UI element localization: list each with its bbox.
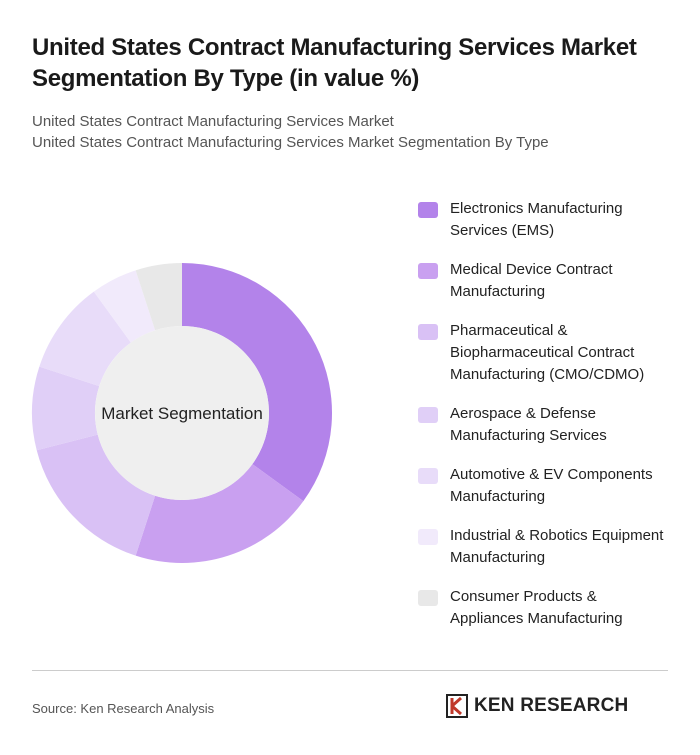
legend-label: Consumer Products & Appliances Manufactu… — [450, 588, 623, 627]
logo: KEN RESEARCH — [446, 694, 628, 718]
donut-slice — [32, 366, 100, 451]
donut-slice — [182, 263, 332, 502]
chart-title: United States Contract Manufacturing Ser… — [32, 34, 637, 92]
subtitle: United States Contract Manufacturing Ser… — [32, 134, 549, 151]
legend-swatch — [418, 202, 438, 218]
legend-label: Medical Device Contract Manufacturing — [450, 261, 613, 300]
legend-swatch — [418, 407, 438, 423]
legend-item: Automotive & EV Components Manufacturing — [418, 464, 678, 508]
donut-slice — [93, 270, 156, 343]
donut-slice — [36, 434, 156, 556]
legend-item: Medical Device Contract Manufacturing — [418, 259, 678, 303]
donut-slice — [135, 464, 304, 563]
donut-slice — [135, 263, 182, 331]
legend-label: Aerospace & Defense Manufacturing Servic… — [450, 405, 607, 444]
source: Source: Ken Research Analysis — [32, 701, 215, 716]
logo-text: KEN RESEARCH — [474, 695, 629, 716]
donut-hole — [95, 326, 269, 500]
center-label: Market Segmentation — [101, 404, 263, 423]
legend-item: Aerospace & Defense Manufacturing Servic… — [418, 403, 678, 447]
donut-slice — [39, 291, 131, 387]
divider — [32, 670, 668, 671]
legend: Electronics Manufacturing Services (EMS)… — [418, 198, 678, 647]
legend-item: Industrial & Robotics Equipment Manufact… — [418, 525, 678, 569]
legend-label: Electronics Manufacturing Services (EMS) — [450, 200, 623, 239]
legend-swatch — [418, 468, 438, 484]
legend-label: Pharmaceutical & Biopharmaceutical Contr… — [450, 322, 645, 383]
donut-chart: Market Segmentation — [32, 263, 332, 563]
legend-swatch — [418, 324, 438, 340]
legend-label: Automotive & EV Components Manufacturing — [450, 466, 653, 505]
legend-item: Consumer Products & Appliances Manufactu… — [418, 586, 678, 630]
legend-swatch — [418, 529, 438, 545]
legend-swatch — [418, 590, 438, 606]
legend-item: Pharmaceutical & Biopharmaceutical Contr… — [418, 320, 678, 386]
subtitle: United States Contract Manufacturing Ser… — [32, 113, 394, 130]
legend-swatch — [418, 263, 438, 279]
legend-item: Electronics Manufacturing Services (EMS) — [418, 198, 678, 242]
logo-icon — [446, 694, 468, 718]
legend-label: Industrial & Robotics Equipment Manufact… — [450, 527, 664, 566]
